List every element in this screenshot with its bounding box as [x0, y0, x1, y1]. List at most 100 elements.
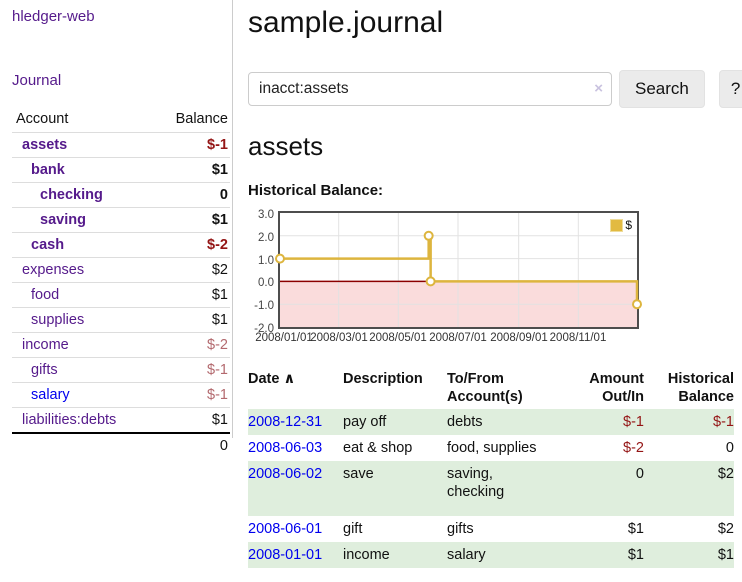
legend-swatch-icon: [610, 218, 624, 232]
chart-title: Historical Balance:: [248, 182, 384, 199]
account-link-salary[interactable]: salary: [31, 387, 70, 403]
sidebar: hledger-web Journal Account Balance asse…: [0, 0, 233, 458]
account-link-bank[interactable]: bank: [31, 162, 65, 178]
transaction-balance: $-1: [713, 414, 734, 430]
account-link-income[interactable]: income: [22, 337, 69, 353]
account-row: food $1: [12, 282, 230, 308]
account-link-assets[interactable]: assets: [22, 137, 68, 153]
brand-link[interactable]: hledger-web: [12, 8, 95, 25]
account-balance: $-1: [152, 132, 230, 158]
accounts-total-value: 0: [152, 432, 230, 458]
transaction-balance: $1: [717, 547, 734, 563]
transaction-accounts: salary: [447, 547, 486, 563]
sort-ascending-icon: ∧: [283, 371, 296, 387]
help-button[interactable]: ?: [718, 70, 742, 108]
chart-legend: $: [610, 218, 632, 232]
transaction-balance: 0: [725, 440, 734, 456]
transaction-description: gift: [343, 521, 363, 537]
register-row: 2008-06-03 eat & shop food, supplies $-2…: [248, 435, 734, 461]
register-header-description: Description: [343, 371, 423, 387]
y-tick: 1.0: [258, 255, 274, 267]
register-row: 2008-01-01 income salary $1 $1: [248, 542, 734, 568]
search-input[interactable]: [248, 72, 612, 106]
transaction-date-link[interactable]: 2008-12-31: [248, 414, 323, 430]
transaction-balance: $2: [717, 466, 734, 482]
chart-svg: [275, 213, 642, 327]
x-tick: 2008/03/01: [310, 332, 368, 344]
register-header-amount: Amount Out/In: [589, 371, 644, 405]
chart-x-axis: 2008/01/01 2008/03/01 2008/05/01 2008/07…: [255, 332, 637, 350]
transaction-accounts: saving, checking: [447, 466, 505, 500]
account-heading: assets: [248, 131, 324, 161]
transaction-description: pay off: [343, 414, 387, 430]
search-button[interactable]: Search: [619, 70, 705, 108]
x-tick: 2008/07/01: [429, 332, 487, 344]
register-row: 2008-06-02 save saving, checking 0 $2: [248, 461, 734, 516]
account-row: gifts $-1: [12, 357, 230, 383]
account-row: liabilities:debts $1: [12, 407, 230, 433]
account-link-checking[interactable]: checking: [40, 187, 103, 203]
account-row: salary $-1: [12, 382, 230, 408]
account-link-gifts[interactable]: gifts: [31, 362, 58, 378]
register-table: Date ∧ Description To/From Account(s) Am…: [248, 367, 734, 568]
y-tick: 0.0: [258, 277, 274, 289]
transaction-amount: $-1: [623, 414, 644, 430]
transaction-description: income: [343, 547, 390, 563]
account-link-supplies[interactable]: supplies: [31, 312, 85, 328]
account-row: income $-2: [12, 332, 230, 358]
x-tick: 2008/09/01: [490, 332, 548, 344]
account-balance: $2: [152, 257, 230, 283]
page-title: sample.journal: [248, 6, 444, 39]
account-link-food[interactable]: food: [31, 287, 60, 303]
accounts-header-balance: Balance: [175, 111, 228, 127]
register-header-date[interactable]: Date ∧: [248, 371, 296, 387]
accounts-table: Account Balance assets $-1 bank $1 check…: [12, 107, 230, 458]
transaction-accounts: gifts: [447, 521, 474, 537]
accounts-total-row: 0: [12, 432, 230, 458]
account-link-expenses[interactable]: expenses: [22, 262, 85, 278]
x-tick: 2008/05/01: [369, 332, 427, 344]
transaction-amount: 0: [635, 466, 644, 482]
account-link-saving[interactable]: saving: [40, 212, 86, 228]
transaction-description: save: [343, 466, 374, 482]
y-tick: -1.0: [254, 300, 274, 312]
historical-balance-chart: 3.0 2.0 1.0 0.0 -1.0 -2.0 $ 2008/01/01 2…: [248, 209, 742, 350]
account-row: saving $1: [12, 207, 230, 233]
register-header-accounts: To/From Account(s): [447, 371, 523, 405]
chart-plot-area: $: [275, 211, 642, 329]
account-balance: $1: [152, 407, 230, 433]
transaction-amount: $1: [627, 521, 644, 537]
x-tick: 2008/11/01: [549, 332, 607, 344]
transaction-amount: $-2: [623, 440, 644, 456]
transaction-date-link[interactable]: 2008-06-02: [248, 466, 323, 482]
main-content: sample.journal × Search ? assets Histori…: [248, 0, 742, 568]
account-balance: $-1: [152, 382, 230, 408]
account-link-cash[interactable]: cash: [31, 237, 65, 253]
sidebar-item-journal[interactable]: Journal: [12, 72, 62, 89]
transaction-description: eat & shop: [343, 440, 413, 456]
transaction-date-link[interactable]: 2008-01-01: [248, 547, 323, 563]
y-tick: 2.0: [258, 232, 274, 244]
account-row: assets $-1: [12, 132, 230, 158]
transaction-date-link[interactable]: 2008-06-03: [248, 440, 323, 456]
legend-label: $: [625, 218, 632, 232]
account-balance: $1: [152, 307, 230, 333]
account-link-liabilities-debts[interactable]: liabilities:debts: [22, 412, 117, 428]
y-tick: -2.0: [254, 323, 274, 335]
register-row: 2008-06-01 gift gifts $1 $2: [248, 516, 734, 542]
account-row: expenses $2: [12, 257, 230, 283]
transaction-date-link[interactable]: 2008-06-01: [248, 521, 323, 537]
transaction-accounts: food, supplies: [447, 440, 537, 456]
accounts-header-account: Account: [16, 111, 69, 127]
transaction-amount: $1: [627, 547, 644, 563]
x-tick: 2008/01/01: [255, 332, 313, 344]
y-tick: 3.0: [258, 209, 274, 221]
transaction-accounts: debts: [447, 414, 483, 430]
account-row: supplies $1: [12, 307, 230, 333]
clear-search-icon[interactable]: ×: [594, 80, 603, 97]
account-balance: $1: [152, 282, 230, 308]
chart-y-axis: 3.0 2.0 1.0 0.0 -1.0 -2.0: [248, 209, 274, 335]
search-form: × Search ?: [248, 70, 742, 108]
register-row: 2008-12-31 pay off debts $-1 $-1: [248, 409, 734, 435]
register-header-balance: Historical Balance: [667, 371, 734, 405]
